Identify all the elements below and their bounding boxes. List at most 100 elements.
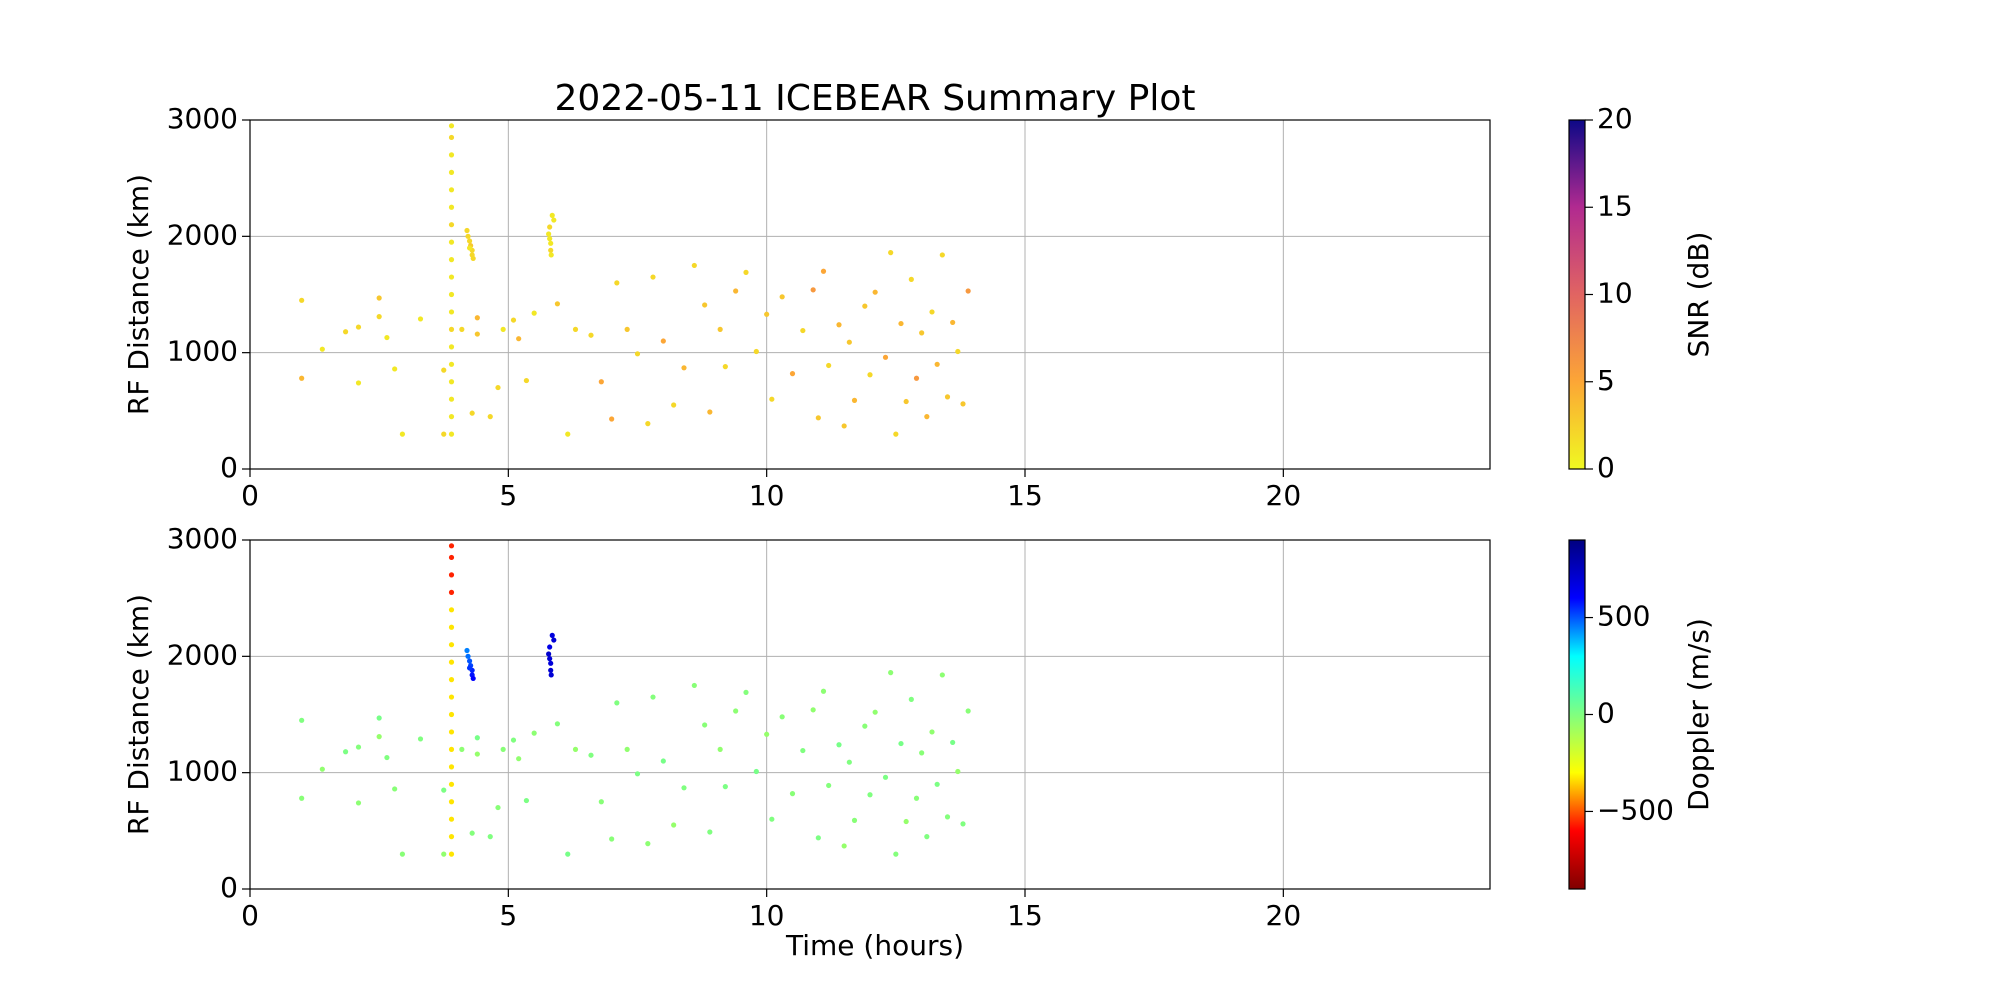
point	[523, 797, 530, 804]
point	[903, 818, 909, 825]
point	[448, 134, 455, 141]
point	[743, 689, 749, 695]
point	[448, 799, 455, 805]
point	[355, 380, 362, 386]
point	[547, 224, 553, 230]
point	[459, 326, 465, 332]
point	[707, 409, 713, 415]
point	[448, 711, 455, 718]
x-tick-label: 20	[1266, 899, 1302, 932]
point	[888, 250, 894, 256]
point	[376, 314, 382, 320]
point	[384, 754, 390, 761]
point	[441, 367, 447, 373]
point	[448, 414, 455, 420]
point	[609, 416, 615, 422]
point	[660, 338, 666, 344]
point	[448, 152, 455, 158]
point	[614, 700, 620, 706]
point	[634, 771, 641, 777]
point	[549, 632, 555, 638]
x-axis-label: Time (hours)	[785, 929, 964, 962]
x-tick-label: 5	[499, 899, 517, 932]
point	[448, 589, 455, 595]
point	[950, 319, 956, 326]
point	[448, 781, 455, 787]
point	[548, 247, 554, 253]
point	[924, 414, 930, 420]
x-tick-label: 10	[749, 899, 785, 932]
point	[691, 262, 697, 269]
point	[546, 231, 552, 237]
point	[598, 799, 604, 805]
point	[299, 375, 305, 381]
point	[448, 764, 455, 770]
y-axis-label: RF Distance (km)	[122, 174, 155, 415]
point	[466, 658, 473, 664]
point	[448, 642, 455, 648]
point	[554, 721, 561, 727]
point	[548, 660, 554, 666]
point	[733, 708, 739, 714]
point	[510, 317, 517, 323]
colorbar-tick-label: 20	[1597, 102, 1633, 135]
point	[448, 816, 455, 822]
point	[495, 804, 501, 811]
point	[474, 735, 480, 741]
point	[565, 851, 571, 857]
point	[448, 746, 455, 753]
point	[826, 362, 832, 369]
point	[448, 624, 455, 630]
colorbar-label: SNR (dB)	[1682, 232, 1715, 358]
point	[888, 670, 894, 676]
point	[548, 672, 554, 678]
colorbar-tick-label: −500	[1597, 793, 1674, 826]
point	[588, 332, 594, 338]
point	[929, 729, 935, 735]
point	[929, 309, 935, 315]
point	[650, 274, 656, 280]
point	[487, 414, 493, 420]
x-tick-label: 0	[241, 899, 259, 932]
point	[862, 723, 868, 729]
point	[448, 834, 455, 840]
point	[448, 326, 455, 332]
point	[399, 431, 406, 437]
point	[299, 297, 305, 303]
point	[841, 843, 847, 849]
point	[671, 822, 677, 828]
point	[299, 717, 305, 723]
axes: 0 5 10 15 20 0 1000 2000 3000 RF Distance (km) Tim…	[122, 522, 1715, 962]
point	[588, 752, 594, 758]
point	[495, 384, 501, 391]
point	[448, 204, 455, 210]
plot-frame	[249, 539, 1491, 890]
point	[441, 851, 447, 857]
point	[448, 309, 455, 315]
chart-title: 2022-05-11 ICEBEAR Summary Plot	[555, 78, 1196, 119]
x-tick-label: 20	[1266, 479, 1302, 512]
colorbar-tick-label: 10	[1597, 277, 1633, 310]
point	[448, 543, 455, 549]
point	[551, 217, 557, 223]
point	[800, 747, 806, 754]
point	[448, 187, 455, 193]
point	[500, 326, 506, 332]
point	[342, 749, 349, 755]
point	[717, 326, 723, 332]
point	[441, 431, 447, 437]
point	[764, 311, 770, 317]
point	[572, 746, 579, 753]
point	[448, 729, 455, 735]
point	[448, 344, 455, 350]
point	[448, 607, 455, 613]
point	[919, 750, 925, 756]
point	[955, 768, 961, 775]
point	[531, 310, 537, 316]
point	[624, 326, 630, 332]
colorbar-tick-label: 0	[1597, 697, 1615, 730]
point	[466, 238, 473, 244]
point	[882, 774, 889, 780]
point	[851, 397, 858, 403]
point	[474, 315, 480, 321]
